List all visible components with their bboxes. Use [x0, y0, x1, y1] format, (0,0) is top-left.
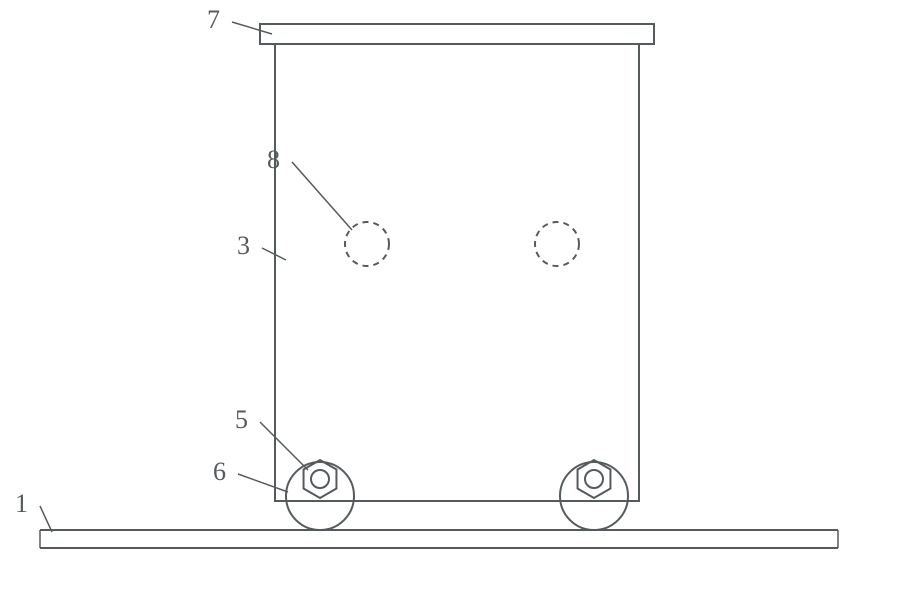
leader-line-6	[238, 474, 288, 492]
leader-line-8	[292, 162, 352, 230]
engineering-diagram: 1 3 56 7 8	[0, 0, 917, 596]
wheel-left	[286, 462, 354, 530]
label-5: 5	[235, 405, 248, 434]
label-1: 1	[15, 489, 28, 518]
bolt-hex-left	[304, 460, 337, 498]
bolt-hex-right	[578, 460, 611, 498]
top-cap	[260, 24, 654, 44]
hole-right	[535, 222, 579, 266]
wheel-right	[560, 462, 628, 530]
leader-line-5	[260, 422, 308, 470]
label-7: 7	[207, 5, 220, 34]
bolt-circle-left	[311, 470, 329, 488]
label-3: 3	[237, 231, 250, 260]
label-8: 8	[267, 145, 280, 174]
bolt-circle-right	[585, 470, 603, 488]
label-6: 6	[213, 457, 226, 486]
main-body	[275, 44, 639, 501]
leader-line-1	[40, 506, 52, 532]
